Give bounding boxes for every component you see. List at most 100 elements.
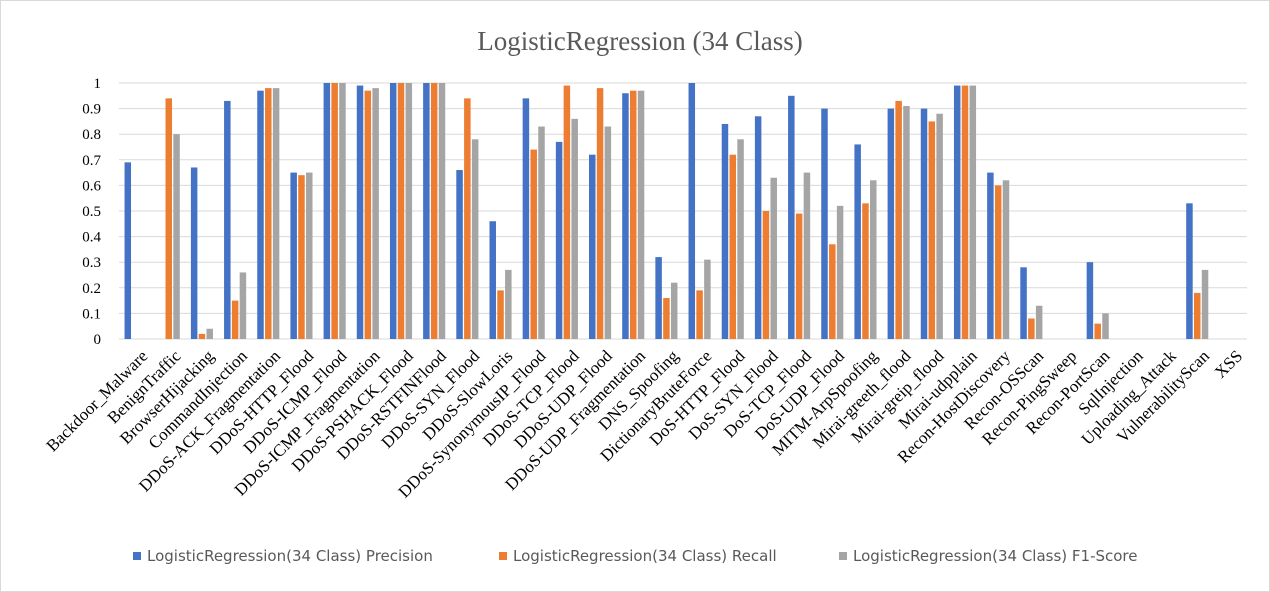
legend-label: LogisticRegression(34 Class) F1-Score bbox=[853, 547, 1138, 565]
x-axis-ticks: Backdoor_MalwareBenignTrafficBrowserHija… bbox=[43, 346, 1247, 501]
bar-f1 bbox=[637, 90, 645, 340]
bar-precision bbox=[854, 144, 861, 339]
bar-f1 bbox=[670, 282, 678, 339]
bar-f1 bbox=[239, 272, 247, 339]
bar-recall bbox=[961, 85, 969, 339]
bar-precision bbox=[257, 90, 264, 340]
bar-precision bbox=[754, 116, 762, 339]
bar-recall bbox=[729, 154, 737, 339]
y-tick-label: 0.2 bbox=[82, 281, 101, 297]
bar-precision bbox=[788, 95, 795, 339]
bar-f1 bbox=[1102, 313, 1109, 339]
bar-recall bbox=[1094, 323, 1101, 339]
gridlines bbox=[119, 82, 1247, 340]
bar-f1 bbox=[339, 83, 346, 339]
bar-f1 bbox=[803, 172, 811, 339]
bar-recall bbox=[563, 85, 571, 339]
legend-swatch bbox=[499, 552, 507, 560]
bar-precision bbox=[124, 162, 132, 339]
bar-precision bbox=[655, 257, 662, 339]
bar-f1 bbox=[471, 139, 479, 339]
bar-f1 bbox=[836, 205, 844, 339]
bar-precision bbox=[423, 83, 430, 339]
bar-f1 bbox=[704, 259, 711, 339]
bar-recall bbox=[994, 185, 1002, 339]
bar-precision bbox=[522, 98, 530, 339]
bar-f1 bbox=[870, 180, 877, 339]
bar-precision bbox=[190, 167, 198, 339]
bar-precision bbox=[356, 85, 364, 339]
bar-precision bbox=[290, 172, 297, 339]
chart-title: LogisticRegression (34 Class) bbox=[477, 26, 802, 56]
bar-recall bbox=[530, 149, 537, 339]
y-axis-ticks: 0 0.1 0.2 0.3 0.4 0.5 0.6 0.7 0.8 0.9 1 bbox=[82, 76, 101, 348]
bar-recall bbox=[298, 175, 305, 339]
bar-recall bbox=[464, 98, 471, 339]
bar-precision bbox=[887, 108, 895, 339]
bar-precision bbox=[920, 108, 928, 339]
legend-label: LogisticRegression(34 Class) Precision bbox=[147, 547, 433, 565]
legend-label: LogisticRegression(34 Class) Recall bbox=[513, 547, 777, 565]
bar-recall bbox=[1028, 318, 1035, 339]
bar-precision bbox=[953, 85, 961, 339]
bar-recall bbox=[663, 298, 670, 339]
bar-f1 bbox=[206, 328, 213, 339]
bar-f1 bbox=[173, 134, 180, 339]
bar-precision bbox=[622, 93, 629, 340]
bar-precision bbox=[1086, 262, 1094, 339]
bar-recall bbox=[198, 333, 206, 339]
bar-precision bbox=[224, 100, 231, 339]
bar-precision bbox=[489, 221, 496, 339]
bar-f1 bbox=[936, 113, 943, 339]
bar-recall bbox=[795, 213, 803, 339]
y-tick-label: 0.5 bbox=[82, 204, 101, 220]
y-tick-label: 0.3 bbox=[82, 255, 101, 271]
bar-precision bbox=[1186, 203, 1193, 339]
bar-recall bbox=[397, 83, 405, 339]
bar-precision bbox=[721, 123, 729, 340]
bar-f1 bbox=[272, 88, 280, 340]
bar-recall bbox=[231, 300, 239, 339]
bar-precision bbox=[821, 108, 828, 339]
bar-recall bbox=[596, 88, 604, 340]
bar-precision bbox=[389, 83, 397, 339]
y-tick-label: 0.4 bbox=[82, 230, 101, 246]
y-tick-label: 0.6 bbox=[82, 178, 101, 194]
bar-precision bbox=[688, 83, 696, 339]
bar-recall bbox=[1193, 292, 1201, 339]
bars bbox=[124, 83, 1209, 340]
bar-recall bbox=[331, 83, 338, 339]
bar-precision bbox=[987, 172, 994, 339]
bar-precision bbox=[456, 170, 463, 339]
bar-recall bbox=[928, 121, 936, 340]
y-tick-label: 0.9 bbox=[82, 102, 101, 118]
bar-f1 bbox=[405, 83, 413, 339]
bar-f1 bbox=[604, 126, 612, 340]
y-tick-label: 1 bbox=[94, 76, 102, 92]
bar-f1 bbox=[538, 126, 545, 340]
bar-f1 bbox=[571, 118, 578, 339]
y-tick-label: 0.7 bbox=[82, 153, 101, 169]
bar-recall bbox=[364, 90, 372, 340]
y-tick-label: 0 bbox=[94, 332, 102, 348]
bar-recall bbox=[895, 100, 902, 339]
bar-f1 bbox=[737, 139, 744, 339]
bar-precision bbox=[323, 83, 331, 339]
bar-recall bbox=[165, 98, 173, 339]
y-tick-label: 0.1 bbox=[82, 306, 101, 322]
bar-f1 bbox=[438, 83, 446, 339]
bar-f1 bbox=[372, 88, 379, 340]
bar-f1 bbox=[1201, 269, 1209, 339]
bar-f1 bbox=[1002, 180, 1010, 339]
legend-swatch bbox=[133, 552, 141, 560]
bar-f1 bbox=[770, 177, 777, 339]
bar-recall bbox=[862, 203, 869, 339]
bar-recall bbox=[430, 83, 438, 339]
bar-f1 bbox=[969, 85, 977, 339]
bar-f1 bbox=[306, 172, 313, 339]
bar-precision bbox=[555, 141, 563, 339]
bar-f1 bbox=[1035, 305, 1043, 339]
bar-recall bbox=[265, 88, 272, 340]
